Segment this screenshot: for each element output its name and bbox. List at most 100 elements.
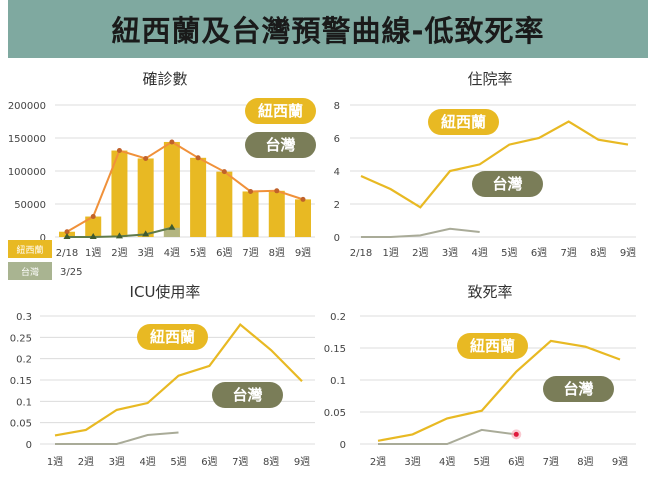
y-tick-label: 0.2 bbox=[16, 355, 32, 366]
legend-pill-nz bbox=[137, 324, 208, 350]
x-tick-label: 1週 bbox=[85, 247, 101, 259]
line-tw bbox=[361, 227, 480, 238]
table-legend-nz-swatch bbox=[8, 240, 52, 258]
chart-title: ICU使用率 bbox=[130, 283, 201, 301]
x-tick-label: 6週 bbox=[216, 247, 232, 259]
legend-pill-nz-label: 紐西蘭 bbox=[150, 328, 195, 346]
x-tick-label: 5週 bbox=[190, 247, 206, 259]
x-tick-label: 4週 bbox=[139, 456, 155, 468]
y-tick-label: 0.1 bbox=[16, 397, 32, 408]
x-tick-label: 9週 bbox=[295, 247, 311, 259]
x-tick-label: 5週 bbox=[501, 247, 517, 259]
legend-pill-nz-label: 紐西蘭 bbox=[470, 337, 515, 355]
line-tw bbox=[378, 428, 517, 445]
line-nz bbox=[377, 339, 621, 442]
point-nz bbox=[248, 188, 254, 194]
legend-pill-tw-label: 台灣 bbox=[492, 175, 522, 193]
point-nz bbox=[169, 139, 175, 145]
y-tick-label: 0 bbox=[340, 440, 346, 451]
x-tick-label: 9週 bbox=[620, 247, 636, 259]
y-tick-label: 0.25 bbox=[10, 333, 32, 344]
x-tick-label: 3週 bbox=[404, 456, 420, 468]
point-nz bbox=[90, 214, 96, 220]
legend-pill-tw bbox=[543, 376, 614, 402]
page-title: 紐西蘭及台灣預警曲線-低致死率 bbox=[8, 0, 648, 58]
y-tick-label: 200000 bbox=[8, 101, 46, 112]
x-tick-label: 6週 bbox=[531, 247, 547, 259]
bar-nz bbox=[111, 150, 128, 237]
chart-title: 致死率 bbox=[467, 283, 512, 301]
line-nz bbox=[54, 322, 303, 437]
line-nz bbox=[66, 140, 304, 233]
y-tick-label: 100000 bbox=[8, 167, 46, 178]
table-legend-tw-swatch bbox=[8, 262, 52, 280]
legend-pill-tw-label: 台灣 bbox=[563, 380, 593, 398]
y-tick-label: 6 bbox=[334, 134, 340, 145]
point-nz bbox=[143, 155, 149, 161]
legend-pill-nz-label: 紐西蘭 bbox=[258, 102, 303, 120]
legend-pill-tw bbox=[245, 132, 316, 158]
x-tick-label: 8週 bbox=[577, 456, 593, 468]
x-tick-label: 4週 bbox=[439, 456, 455, 468]
chart-title: 住院率 bbox=[467, 70, 512, 88]
x-tick-label: 3週 bbox=[442, 247, 458, 259]
x-tick-label: 7週 bbox=[232, 456, 248, 468]
y-tick-label: 0.3 bbox=[16, 312, 32, 323]
legend-pill-tw-label: 台灣 bbox=[232, 386, 262, 404]
point-tw bbox=[63, 233, 71, 239]
x-tick-label: 5週 bbox=[474, 456, 490, 468]
table-legend-nz-label: 紐西蘭 bbox=[16, 244, 43, 256]
y-tick-label: 0.1 bbox=[330, 376, 346, 387]
y-tick-label: 4 bbox=[334, 167, 340, 178]
point-tw bbox=[142, 230, 150, 237]
y-tick-label: 0 bbox=[40, 233, 46, 244]
legend-pill-nz bbox=[245, 98, 316, 124]
y-tick-label: 0.15 bbox=[324, 344, 346, 355]
point-tw bbox=[115, 232, 123, 239]
legend-pill-tw bbox=[212, 382, 283, 408]
x-tick-label: 6週 bbox=[201, 456, 217, 468]
point-nz bbox=[300, 196, 306, 202]
legend-pill-tw-label: 台灣 bbox=[265, 136, 295, 154]
line-nz bbox=[360, 120, 629, 209]
bar-nz bbox=[242, 191, 259, 237]
x-tick-label: 8週 bbox=[269, 247, 285, 259]
point-tw bbox=[168, 223, 176, 230]
x-tick-label: 2/18 bbox=[56, 248, 78, 259]
point-nz bbox=[221, 169, 227, 175]
bar-nz bbox=[85, 216, 102, 237]
y-tick-label: 0.15 bbox=[10, 376, 32, 387]
point-nz bbox=[64, 229, 70, 235]
x-tick-label: 1週 bbox=[47, 456, 63, 468]
y-tick-label: 50000 bbox=[14, 200, 46, 211]
bar-nz bbox=[268, 190, 285, 237]
chart-title: 確診數 bbox=[142, 70, 187, 88]
y-tick-label: 0 bbox=[26, 440, 32, 451]
y-tick-label: 0 bbox=[334, 233, 340, 244]
y-tick-label: 150000 bbox=[8, 134, 46, 145]
legend-pill-nz-label: 紐西蘭 bbox=[441, 113, 486, 131]
bar-nz bbox=[190, 157, 207, 237]
x-tick-label: 3週 bbox=[109, 456, 125, 468]
point-nz bbox=[195, 155, 201, 161]
bar-nz bbox=[163, 141, 180, 237]
x-tick-label: 7週 bbox=[560, 247, 576, 259]
point-nz bbox=[116, 148, 122, 154]
y-tick-label: 0.2 bbox=[330, 312, 346, 323]
bar-nz bbox=[137, 158, 154, 237]
x-tick-label: 2週 bbox=[111, 247, 127, 259]
legend-pill-tw bbox=[472, 171, 543, 197]
y-tick-label: 0.05 bbox=[10, 419, 32, 430]
x-tick-label: 4週 bbox=[471, 247, 487, 259]
x-tick-label: 6週 bbox=[508, 456, 524, 468]
y-tick-label: 2 bbox=[334, 200, 340, 211]
bar-nz bbox=[216, 171, 233, 237]
x-tick-label: 2/18 bbox=[350, 248, 372, 259]
line-tw bbox=[55, 431, 179, 445]
x-tick-label: 5週 bbox=[170, 456, 186, 468]
x-tick-label: 7週 bbox=[242, 247, 258, 259]
legend-pill-nz bbox=[428, 109, 499, 135]
